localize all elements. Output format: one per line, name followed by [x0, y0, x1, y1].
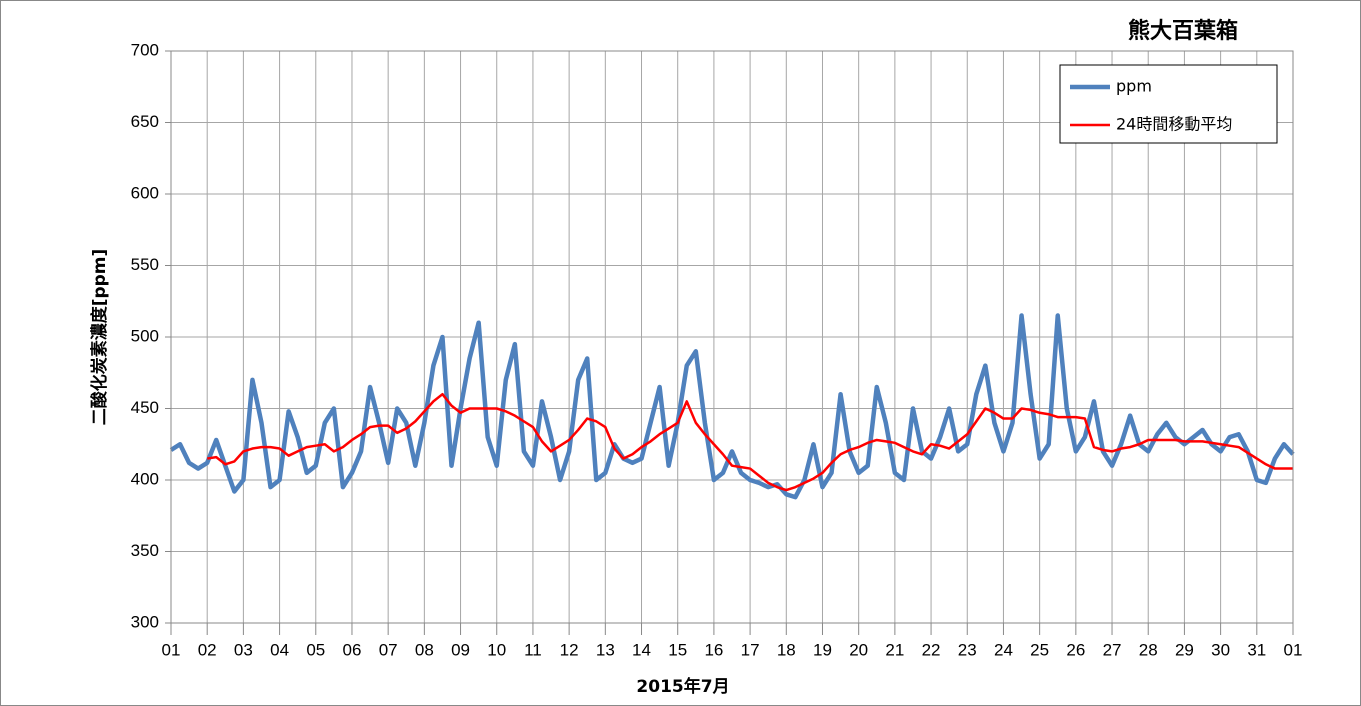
x-tick-label: 16: [704, 640, 723, 659]
y-tick-label: 700: [131, 40, 159, 59]
x-tick-label: 21: [885, 640, 904, 659]
x-tick-label: 19: [813, 640, 832, 659]
y-tick-label: 500: [131, 326, 159, 345]
y-tick-label: 300: [131, 612, 159, 631]
plot: [169, 313, 1295, 500]
legend-label: ppm: [1116, 77, 1152, 96]
series-line: [206, 392, 1293, 492]
x-tick-label: 07: [379, 640, 398, 659]
x-tick-label: 24: [994, 640, 1013, 659]
y-tick-label: 600: [131, 183, 159, 202]
series-line: [169, 313, 1295, 500]
y-axis-title: 二酸化炭素濃度[ppm]: [89, 249, 110, 426]
x-tick-label: 04: [270, 640, 289, 659]
x-tick-label: 13: [596, 640, 615, 659]
x-tick-label: 02: [198, 640, 217, 659]
y-tick-label: 400: [131, 469, 159, 488]
legend-label: 24時間移動平均: [1116, 115, 1232, 134]
y-tick-label: 650: [131, 112, 159, 131]
x-tick-label: 05: [306, 640, 325, 659]
x-tick-label: 09: [451, 640, 470, 659]
x-tick-label: 06: [343, 640, 362, 659]
chart-title: 熊大百葉箱: [1128, 18, 1238, 44]
legend-box: [1059, 64, 1278, 144]
legend: ppm 24時間移動平均: [1059, 64, 1278, 144]
x-tick-label: 23: [958, 640, 977, 659]
x-tick-label: 12: [560, 640, 579, 659]
x-tick-label: 03: [234, 640, 253, 659]
x-tick-label: 25: [1030, 640, 1049, 659]
y-tick-label: 350: [131, 541, 159, 560]
x-tick-label: 18: [777, 640, 796, 659]
x-tick-label: 27: [1103, 640, 1122, 659]
grid: 300 350 400 450 500 550 600 650 700 01 02 03 04 05 06 0…: [131, 40, 1303, 659]
y-tick-label: 550: [131, 255, 159, 274]
x-tick-label: 10: [487, 640, 506, 659]
x-tick-label: 26: [1066, 640, 1085, 659]
x-tick-label: 22: [922, 640, 941, 659]
x-tick-label: 28: [1139, 640, 1158, 659]
x-tick-label: 11: [524, 640, 542, 659]
x-tick-label: 01: [1284, 640, 1303, 659]
x-tick-label: 30: [1211, 640, 1230, 659]
plot-frame: [170, 50, 1294, 624]
x-tick-label: 08: [415, 640, 434, 659]
x-tick-label: 31: [1247, 640, 1266, 659]
x-tick-label: 20: [849, 640, 868, 659]
x-tick-label: 29: [1175, 640, 1194, 659]
x-tick-label: 15: [668, 640, 687, 659]
x-tick-label: 14: [632, 640, 651, 659]
x-tick-label: 01: [162, 640, 181, 659]
x-tick-label: 17: [741, 640, 760, 659]
x-axis-title: 2015年7月: [636, 676, 729, 697]
y-tick-label: 450: [131, 398, 159, 417]
